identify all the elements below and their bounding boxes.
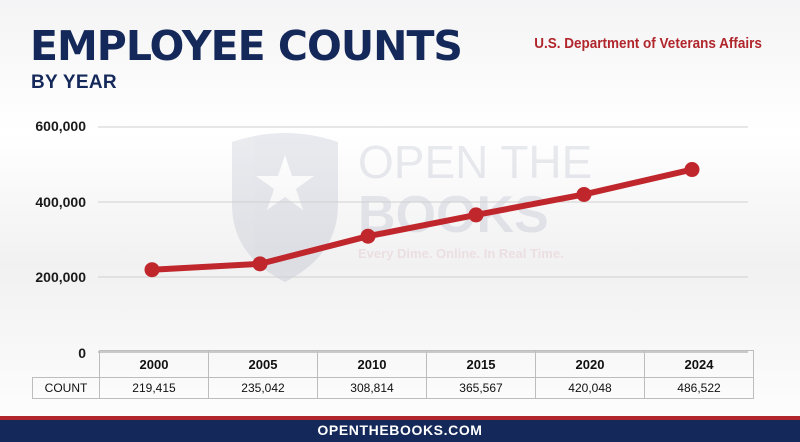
page-title: EMPLOYEE COUNTS — [30, 22, 463, 70]
data-point — [576, 186, 592, 202]
y-tick-label: 600,000 — [35, 118, 86, 134]
count-cell: 219,415 — [99, 377, 209, 399]
y-tick-label: 0 — [78, 345, 86, 361]
year-cell: 2020 — [535, 350, 645, 378]
data-point — [252, 256, 268, 272]
data-point — [144, 262, 160, 278]
count-cell: 420,048 — [535, 377, 645, 399]
data-points — [144, 162, 700, 278]
data-point — [468, 207, 484, 223]
data-table: 2000 2005 2010 2015 2020 2024 COUNT 219,… — [32, 350, 754, 399]
table-row-counts: COUNT 219,415 235,042 308,814 365,567 42… — [32, 377, 754, 399]
year-cell: 2000 — [99, 350, 209, 378]
year-cell: 2005 — [208, 350, 318, 378]
year-cell: 2010 — [317, 350, 427, 378]
y-tick-label: 400,000 — [35, 194, 86, 210]
series-line-count — [149, 166, 695, 273]
agency-name: U.S. Department of Veterans Affairs — [534, 35, 762, 52]
gridlines — [98, 126, 748, 353]
footer-banner: OPENTHEBOOKS.COM — [0, 416, 800, 442]
data-point — [684, 162, 700, 178]
row-label: COUNT — [32, 377, 100, 399]
count-cell: 308,814 — [317, 377, 427, 399]
y-tick-label: 200,000 — [35, 269, 86, 285]
year-cell: 2024 — [644, 350, 754, 378]
count-cell: 235,042 — [208, 377, 318, 399]
year-cell: 2015 — [426, 350, 536, 378]
page-subtitle: BY YEAR — [31, 72, 117, 93]
count-cell: 365,567 — [426, 377, 536, 399]
count-cell: 486,522 — [644, 377, 754, 399]
table-row-years: 2000 2005 2010 2015 2020 2024 — [33, 350, 754, 378]
data-point — [360, 228, 376, 244]
